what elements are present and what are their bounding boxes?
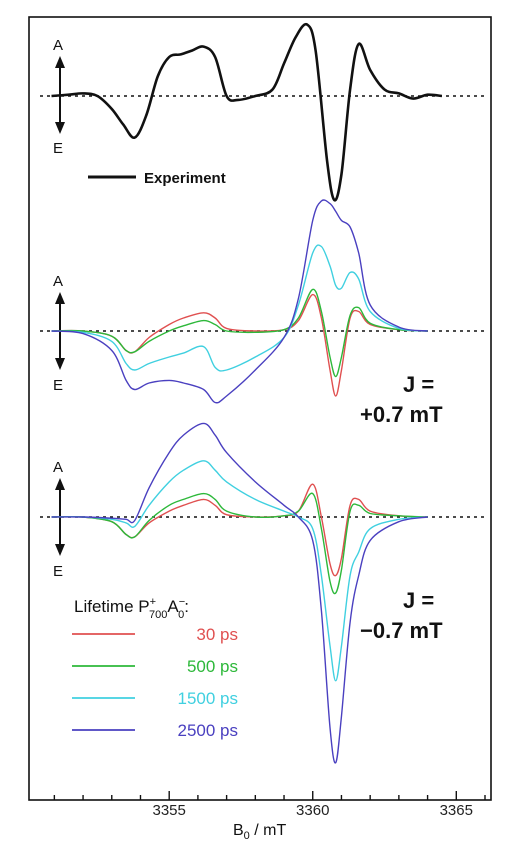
ae-arrow-minus: A E: [53, 459, 65, 580]
legend-label-2500-ps: 2500 ps: [178, 721, 239, 740]
plot-frame: [28, 16, 492, 801]
j-plus-line2: +0.7 mT: [360, 402, 443, 427]
series-line-plus-30-ps: [51, 293, 428, 397]
legend-label-500-ps: 500 ps: [187, 657, 238, 676]
j-plus-line1: J =: [403, 372, 434, 397]
label-e-plus: E: [53, 377, 63, 394]
series-line-experiment-experiment: [51, 22, 443, 202]
label-a-plus: A: [53, 273, 63, 290]
series-group-minus: [51, 422, 428, 764]
lifetime-legend-title: Lifetime P+ 700A− 0:: [74, 596, 189, 621]
legend-label-1500-ps: 1500 ps: [178, 689, 239, 708]
j-minus-line2: −0.7 mT: [360, 618, 443, 643]
x-axis-label: B0 / mT: [233, 822, 286, 842]
series-line-minus-30-ps: [51, 483, 428, 577]
series-group-plus: [51, 199, 428, 404]
legend-label-30-ps: 30 ps: [196, 625, 238, 644]
j-minus-line1: J =: [403, 588, 434, 613]
x-tick-label-3355: 3355: [153, 802, 186, 819]
x-axis-ticks: 3355 3360 3365: [53, 791, 486, 819]
series-line-plus-2500-ps: [51, 199, 428, 404]
label-a-minus: A: [53, 459, 63, 476]
series-line-plus-1500-ps: [51, 244, 428, 372]
series-line-minus-1500-ps: [51, 460, 428, 682]
label-a-experiment: A: [53, 37, 63, 54]
lifetime-legend-entries: 30 ps 500 ps 1500 ps 2500 ps: [72, 625, 238, 740]
x-tick-label-3365: 3365: [440, 802, 473, 819]
label-e-experiment: E: [53, 140, 63, 157]
series-line-minus-500-ps: [51, 492, 428, 595]
ae-arrow-plus: A E: [53, 273, 65, 394]
experiment-legend-label: Experiment: [144, 170, 226, 187]
series-group-experiment: [51, 22, 443, 202]
series-line-minus-2500-ps: [51, 422, 428, 764]
series-line-plus-500-ps: [51, 288, 428, 378]
label-e-minus: E: [53, 563, 63, 580]
x-tick-label-3360: 3360: [296, 802, 329, 819]
